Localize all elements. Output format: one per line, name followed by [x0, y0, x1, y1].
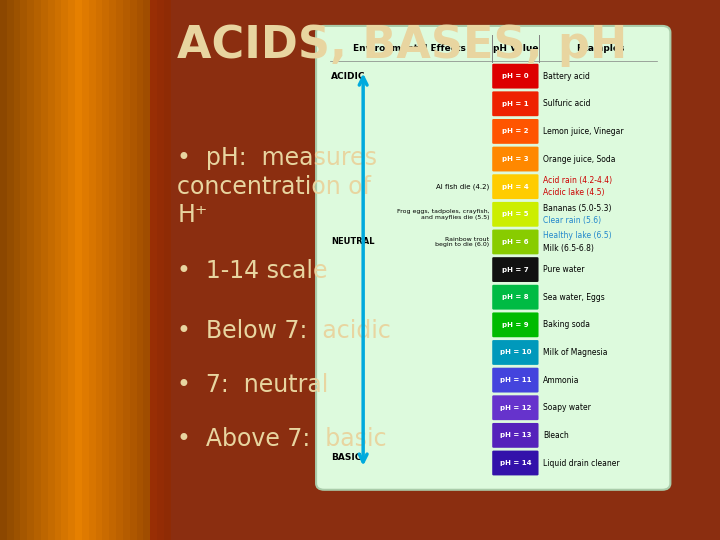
Text: pH Value: pH Value	[493, 44, 539, 53]
Bar	[143, 0, 150, 540]
Bar	[0, 0, 6, 540]
FancyBboxPatch shape	[492, 257, 539, 282]
Bar	[75, 0, 82, 540]
Bar	[116, 0, 123, 540]
Bar	[89, 0, 96, 540]
Bar	[123, 0, 130, 540]
FancyBboxPatch shape	[492, 368, 539, 393]
FancyBboxPatch shape	[492, 174, 539, 199]
Text: Liquid drain cleaner: Liquid drain cleaner	[544, 458, 620, 468]
Text: Al fish die (4.2): Al fish die (4.2)	[436, 184, 490, 190]
FancyBboxPatch shape	[492, 119, 539, 144]
Bar	[164, 0, 171, 540]
Bar	[150, 0, 157, 540]
FancyBboxPatch shape	[492, 202, 539, 227]
Bar	[82, 0, 89, 540]
Text: Acidic lake (4.5): Acidic lake (4.5)	[544, 188, 605, 198]
Text: pH = 1: pH = 1	[502, 101, 528, 107]
Text: •  Above 7:  basic: • Above 7: basic	[178, 427, 387, 450]
Bar	[96, 0, 102, 540]
FancyBboxPatch shape	[492, 395, 539, 420]
Text: pH = 14: pH = 14	[500, 460, 531, 466]
Text: ACIDS, BASES, pH: ACIDS, BASES, pH	[178, 24, 628, 68]
Text: Milk of Magnesia: Milk of Magnesia	[544, 348, 608, 357]
FancyBboxPatch shape	[492, 340, 539, 365]
Text: NEUTRAL: NEUTRAL	[331, 238, 374, 246]
FancyBboxPatch shape	[492, 450, 539, 475]
Text: Ammonia: Ammonia	[544, 376, 580, 384]
Text: pH = 12: pH = 12	[500, 405, 531, 411]
FancyBboxPatch shape	[492, 423, 539, 448]
Bar	[55, 0, 61, 540]
Text: ACIDIC: ACIDIC	[331, 72, 366, 80]
Text: Lemon juice, Vinegar: Lemon juice, Vinegar	[544, 127, 624, 136]
Text: Healthy lake (6.5): Healthy lake (6.5)	[544, 231, 612, 240]
Bar	[157, 0, 164, 540]
Text: •  7:  neutral: • 7: neutral	[178, 373, 329, 396]
FancyBboxPatch shape	[492, 285, 539, 309]
Bar	[20, 0, 27, 540]
FancyBboxPatch shape	[492, 64, 539, 89]
FancyBboxPatch shape	[492, 230, 539, 254]
Text: Environmental Effects: Environmental Effects	[354, 44, 466, 53]
Text: Sea water, Eggs: Sea water, Eggs	[544, 293, 605, 302]
Bar	[48, 0, 55, 540]
Text: Bananas (5.0-5.3): Bananas (5.0-5.3)	[544, 204, 612, 213]
Text: pH = 11: pH = 11	[500, 377, 531, 383]
Text: •  1-14 scale: • 1-14 scale	[178, 259, 328, 283]
Text: Milk (6.5-6.8): Milk (6.5-6.8)	[544, 244, 594, 253]
Text: Pure water: Pure water	[544, 265, 585, 274]
Text: Clear rain (5.6): Clear rain (5.6)	[544, 216, 601, 225]
Bar	[41, 0, 48, 540]
Text: pH = 9: pH = 9	[502, 322, 528, 328]
Text: pH = 7: pH = 7	[502, 267, 528, 273]
Text: pH = 3: pH = 3	[502, 156, 528, 162]
Bar	[137, 0, 143, 540]
Text: pH = 0: pH = 0	[502, 73, 528, 79]
Bar	[130, 0, 137, 540]
Text: Frog eggs, tadpoles, crayfish,
and mayflies die (5.5): Frog eggs, tadpoles, crayfish, and mayfl…	[397, 209, 490, 220]
Text: Soapy water: Soapy water	[544, 403, 591, 412]
Text: •  Below 7:  acidic: • Below 7: acidic	[178, 319, 392, 342]
Text: pH = 4: pH = 4	[502, 184, 528, 190]
Bar	[68, 0, 75, 540]
Bar	[27, 0, 34, 540]
Text: BASIC: BASIC	[331, 453, 361, 462]
Text: pH = 8: pH = 8	[502, 294, 528, 300]
Text: pH = 2: pH = 2	[502, 129, 528, 134]
Text: Orange juice, Soda: Orange juice, Soda	[544, 154, 616, 164]
Bar	[109, 0, 116, 540]
Bar	[102, 0, 109, 540]
FancyBboxPatch shape	[492, 313, 539, 338]
FancyBboxPatch shape	[492, 91, 539, 116]
Text: pH = 5: pH = 5	[502, 211, 528, 217]
Text: Battery acid: Battery acid	[544, 72, 590, 80]
Text: pH = 6: pH = 6	[502, 239, 528, 245]
Text: Acid rain (4.2-4.4): Acid rain (4.2-4.4)	[544, 176, 613, 185]
Bar	[34, 0, 41, 540]
FancyBboxPatch shape	[492, 147, 539, 172]
Text: Bleach: Bleach	[544, 431, 569, 440]
Text: Sulfuric acid: Sulfuric acid	[544, 99, 591, 109]
Bar	[61, 0, 68, 540]
Bar	[6, 0, 14, 540]
Text: Examples: Examples	[576, 44, 624, 53]
FancyBboxPatch shape	[316, 26, 670, 490]
Text: pH = 13: pH = 13	[500, 433, 531, 438]
Text: Baking soda: Baking soda	[544, 320, 590, 329]
Text: Rainbow trout
begin to die (6.0): Rainbow trout begin to die (6.0)	[436, 237, 490, 247]
Text: •  pH:  measures
concentration of
H⁺: • pH: measures concentration of H⁺	[178, 146, 377, 227]
Text: pH = 10: pH = 10	[500, 349, 531, 355]
Bar	[14, 0, 20, 540]
